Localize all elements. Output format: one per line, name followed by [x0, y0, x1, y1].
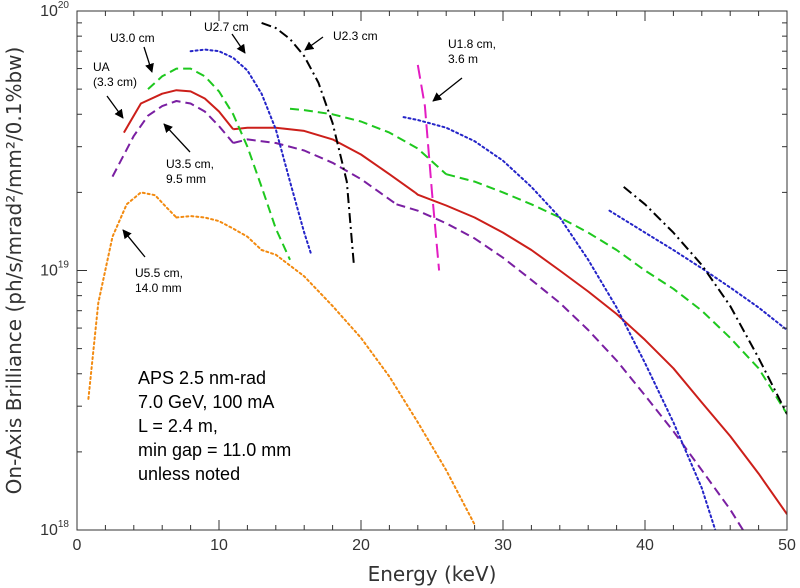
annotation-arrow-1: [231, 33, 246, 54]
series-5-segment-0: [416, 64, 441, 271]
series-2-segment-0: [111, 100, 234, 178]
series-3-segment-2: [608, 209, 787, 331]
annotation-u35: U3.5 cm, 9.5 mm: [166, 157, 217, 186]
annotation-u18: U1.8 cm, 3.6 m: [448, 37, 499, 66]
x-tick-label: 40: [636, 537, 654, 554]
x-tick-label: 0: [73, 537, 82, 554]
annotation-ua: UA (3.3 cm): [93, 60, 137, 89]
annotation-arrow-2: [304, 36, 324, 51]
series-1: [147, 67, 787, 415]
y-tick-label: 1018: [40, 519, 69, 539]
annotation-arrow-5: [163, 123, 191, 153]
x-axis-label: Energy (keV): [368, 562, 497, 586]
x-tick-label: 20: [352, 537, 370, 554]
series-6-segment-1: [175, 215, 263, 251]
y-tick-label: 1019: [40, 260, 69, 280]
annotation-arrow-6: [122, 229, 146, 258]
annotation-arrows: [106, 33, 463, 258]
annotation-arrow-4: [432, 77, 463, 102]
annotation-u23: U2.3 cm: [333, 29, 378, 43]
y-axis-label: On-Axis Brilliance (ph/s/mrad²/mm²/0.1%b…: [2, 47, 26, 495]
x-tick-label: 30: [494, 537, 512, 554]
series-4: [261, 21, 787, 415]
annotation-arrow-3: [106, 95, 124, 119]
annotation-u30: U3.0 cm: [110, 31, 155, 45]
annotation-u27: U2.7 cm: [204, 20, 249, 34]
series-1-segment-1: [289, 107, 447, 175]
series-0-segment-2: [414, 191, 787, 515]
series-0: [123, 89, 787, 515]
series-0-segment-0: [123, 89, 234, 134]
annotation-arrow-0: [143, 46, 154, 73]
annotations: U3.0 cm U2.7 cm U2.3 cm UA (3.3 cm) U1.8…: [93, 20, 499, 295]
series-3: [189, 48, 787, 530]
y-tick-label: 1020: [40, 0, 69, 20]
series-0-segment-1: [233, 126, 416, 194]
series-1-segment-2: [445, 173, 787, 415]
series-2: [111, 100, 745, 530]
series-2-segment-1: [232, 138, 398, 206]
series-layer: [87, 21, 787, 530]
series-6-segment-0: [87, 191, 178, 400]
series-6: [87, 191, 476, 526]
series-1-segment-0: [147, 67, 291, 261]
series-3-segment-0: [189, 48, 313, 256]
series-3-segment-1: [402, 116, 717, 530]
x-tick-label: 10: [210, 537, 228, 554]
series-2-segment-2: [396, 203, 745, 530]
series-6-segment-2: [260, 249, 476, 526]
info-block: APS 2.5 nm-rad 7.0 GeV, 100 mA L = 2.4 m…: [138, 368, 296, 484]
x-tick-label: 50: [778, 537, 796, 554]
series-5: [416, 64, 441, 271]
annotation-u55: U5.5 cm, 14.0 mm: [135, 266, 186, 295]
series-4-segment-1: [623, 186, 787, 415]
